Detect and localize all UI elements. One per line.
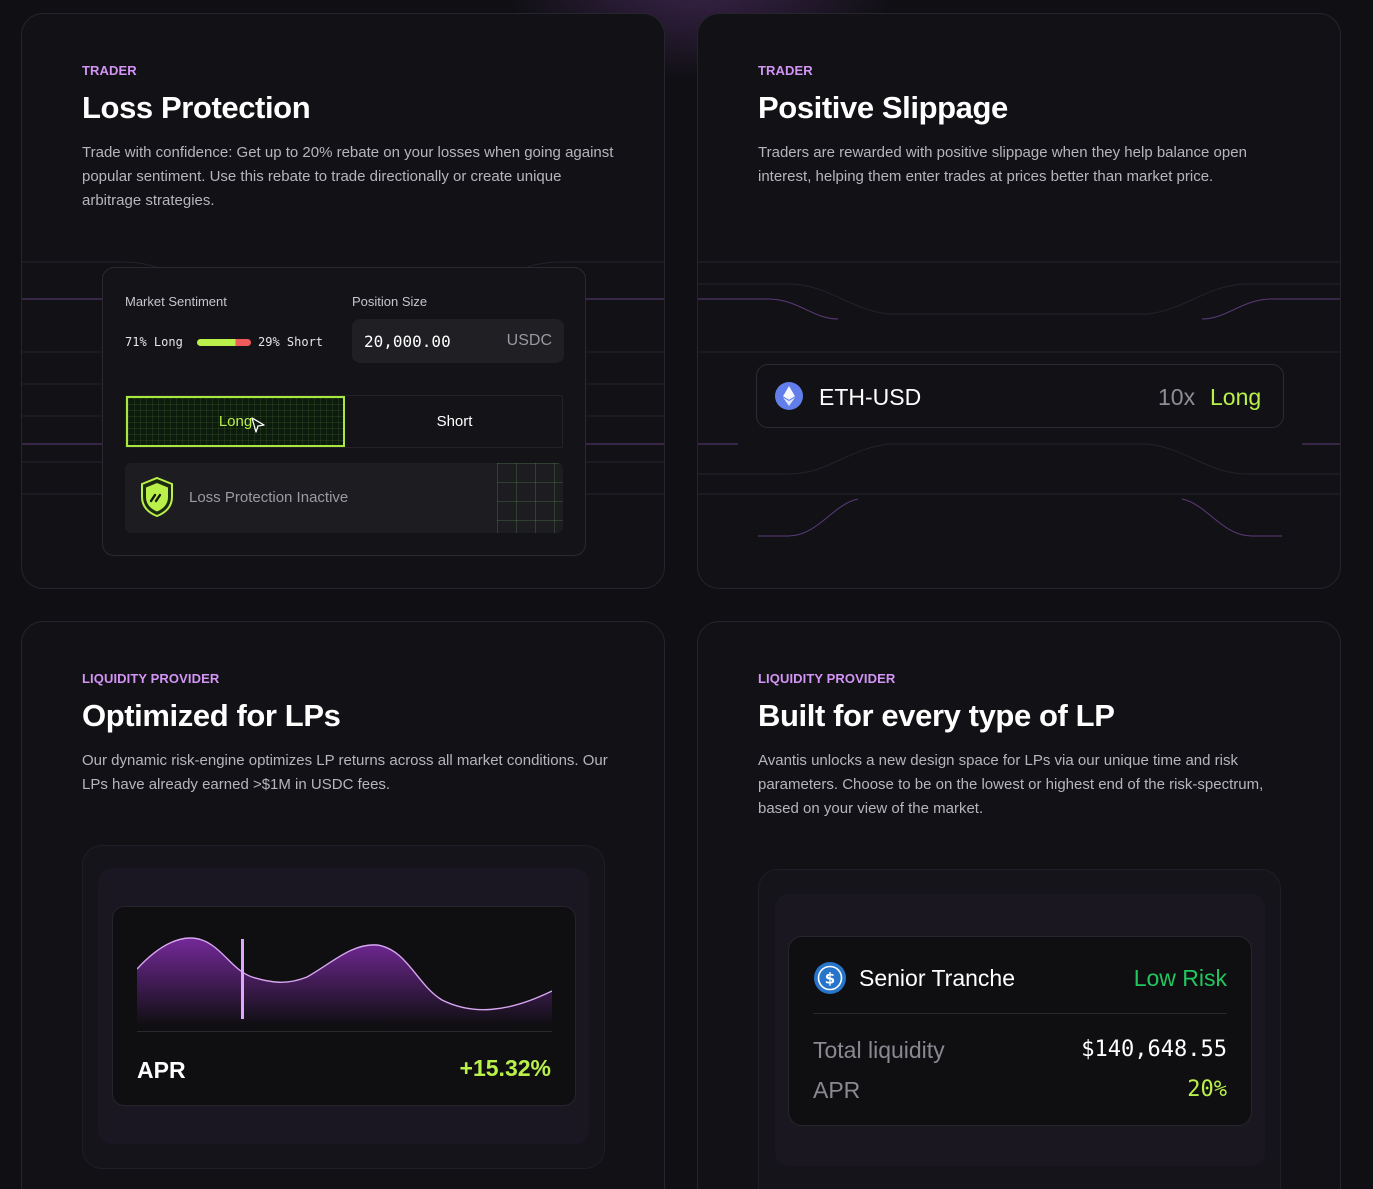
divider: [137, 1031, 552, 1032]
apr-chart: [137, 937, 552, 1025]
side-toggle: Long Short: [125, 395, 563, 448]
tranche-widget: $ Senior Tranche Low Risk Total liquidit…: [758, 869, 1281, 1189]
card-description: Traders are rewarded with positive slipp…: [758, 144, 1247, 185]
loss-protection-status: Loss Protection Inactive: [125, 463, 563, 533]
usdc-icon: $: [814, 962, 846, 994]
tranche-widget-frame: $ Senior Tranche Low Risk Total liquidit…: [775, 894, 1265, 1166]
apr-label: APR: [137, 1057, 186, 1083]
position-size-input[interactable]: 20,000.00 USDC: [352, 319, 564, 363]
decorative-lines: [698, 261, 1340, 537]
divider: [813, 1013, 1227, 1014]
sentiment-bar: [197, 339, 251, 346]
card-description: Trade with confidence: Get up to 20% reb…: [82, 144, 614, 209]
total-liquidity-value: $140,648.55: [1081, 1037, 1227, 1062]
positive-slippage-card: TRADER Positive Slippage Traders are rew…: [697, 13, 1341, 589]
apr-widget: APR +15.32%: [82, 845, 605, 1169]
long-button-label: Long: [218, 413, 253, 430]
risk-level: Low Risk: [1133, 965, 1227, 991]
optimized-lp-card: LIQUIDITY PROVIDER Optimized for LPs Our…: [21, 621, 665, 1189]
card-eyebrow: LIQUIDITY PROVIDER: [82, 671, 220, 686]
card-description: Our dynamic risk-engine optimizes LP ret…: [82, 752, 608, 793]
sentiment-short: 29% Short: [258, 335, 324, 349]
card-eyebrow: LIQUIDITY PROVIDER: [758, 671, 896, 686]
cursor-icon: [251, 417, 265, 433]
tranche-apr-label: APR: [813, 1077, 861, 1103]
position-size-label: Position Size: [352, 294, 428, 309]
card-title: Optimized for LPs: [82, 698, 341, 733]
svg-text:$: $: [825, 970, 835, 988]
card-title: Loss Protection: [82, 90, 311, 125]
card-description: Avantis unlocks a new design space for L…: [758, 752, 1264, 817]
grid-decoration: [497, 463, 563, 533]
card-eyebrow: TRADER: [758, 63, 813, 78]
trade-panel: Market Sentiment Position Size 71% Long …: [102, 267, 586, 556]
short-button[interactable]: Short: [436, 413, 473, 430]
card-title: Positive Slippage: [758, 90, 1008, 125]
apr-widget-frame: APR +15.32%: [98, 868, 589, 1144]
trade-side: Long: [1210, 384, 1262, 410]
tranche-name: Senior Tranche: [859, 965, 1015, 991]
leverage: 10x: [1158, 384, 1196, 410]
apr-value: +15.32%: [459, 1055, 551, 1081]
every-lp-card: LIQUIDITY PROVIDER Built for every type …: [697, 621, 1341, 1189]
loss-protection-card: TRADER Loss Protection Trade with confid…: [21, 13, 665, 589]
shield-icon: [141, 476, 173, 518]
apr-card: APR +15.32%: [112, 906, 576, 1106]
card-title: Built for every type of LP: [758, 698, 1115, 733]
sentiment-long: 71% Long: [125, 335, 183, 349]
card-eyebrow: TRADER: [82, 63, 137, 78]
tranche-card[interactable]: $ Senior Tranche Low Risk Total liquidit…: [788, 936, 1252, 1126]
position-size-value: 20,000.00: [364, 332, 451, 351]
tranche-apr-value: 20%: [1187, 1077, 1227, 1102]
pair-name: ETH-USD: [819, 384, 922, 410]
position-size-unit: USDC: [506, 332, 552, 349]
pair-row[interactable]: ETH-USD 10x Long: [756, 364, 1284, 428]
eth-icon: [775, 382, 803, 410]
long-button[interactable]: Long: [126, 396, 345, 447]
loss-protection-text: Loss Protection Inactive: [189, 489, 349, 506]
total-liquidity-label: Total liquidity: [813, 1037, 945, 1063]
sentiment-label: Market Sentiment: [125, 294, 227, 309]
